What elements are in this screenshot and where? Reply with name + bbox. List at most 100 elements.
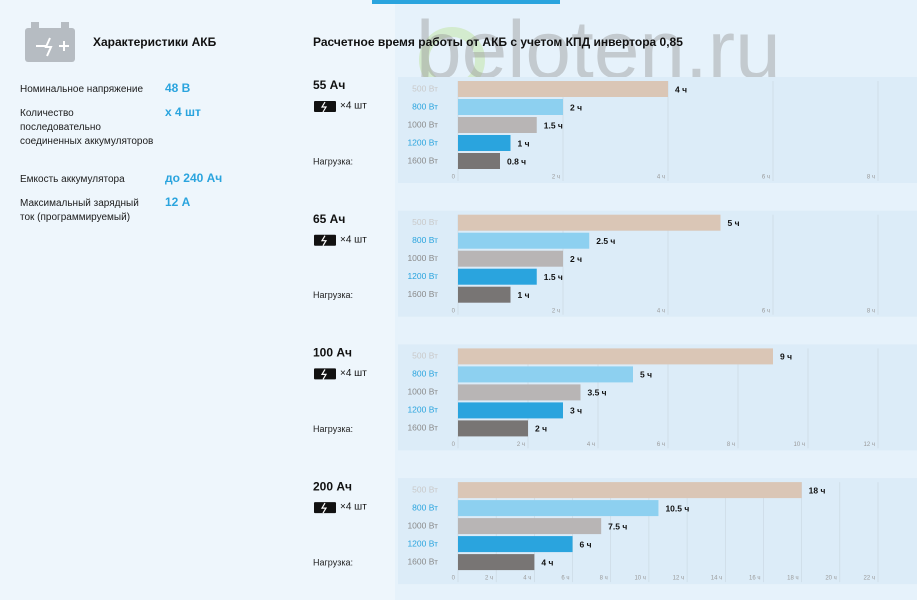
bar: [458, 366, 633, 383]
value-label: 6 ч: [580, 539, 592, 549]
x-tick-label: 2 ч: [485, 576, 493, 582]
x-tick-label: 8 ч: [867, 308, 875, 314]
bar: [458, 214, 721, 231]
charts-title: Расчетное время работы от АКБ с учетом К…: [313, 35, 683, 49]
top-accent: [372, 0, 560, 4]
bar: [458, 135, 511, 151]
x-tick-label: 8 ч: [727, 442, 735, 448]
battery-icon-bolt: [320, 369, 328, 380]
battery-icon-bolt: [320, 101, 328, 113]
value-label: 1.5 ч: [544, 272, 563, 282]
category-label: 1000 Вт: [407, 387, 438, 397]
bar: [458, 81, 668, 97]
value-label: 10.5 ч: [665, 503, 689, 513]
x-tick-label: 4 ч: [657, 175, 665, 181]
x-tick-label: 16 ч: [749, 576, 760, 582]
value-label: 7.5 ч: [608, 521, 627, 531]
value-label: 3 ч: [570, 406, 582, 416]
value-label: 5 ч: [640, 370, 652, 380]
x-tick-label: 4 ч: [657, 308, 665, 314]
value-label: 1 ч: [518, 138, 530, 148]
chart-title: 65 Ач: [313, 212, 345, 226]
category-label: 1200 Вт: [407, 538, 438, 548]
spec-label: Максимальный зарядный ток (программируем…: [20, 198, 139, 223]
spec-label: Номинальное напряжение: [20, 84, 144, 95]
value-label: 2 ч: [570, 254, 582, 264]
category-label: 1600 Вт: [407, 423, 438, 433]
battery-count: ×4 шт: [340, 234, 367, 245]
bar: [458, 518, 602, 535]
chart-title: 100 Ач: [313, 346, 352, 360]
value-label: 2.5 ч: [596, 236, 615, 246]
x-tick-label: 4 ч: [587, 442, 595, 448]
category-label: 1600 Вт: [407, 155, 438, 165]
category-label: 1000 Вт: [407, 253, 438, 263]
bar: [458, 402, 563, 419]
category-label: 500 Вт: [412, 484, 438, 494]
bar: [458, 286, 511, 303]
battery-count: ×4 шт: [340, 368, 367, 379]
chart-title: 55 Ач: [313, 78, 345, 92]
value-label: 4 ч: [541, 557, 553, 567]
spec-label: Емкость аккумулятора: [20, 174, 125, 185]
value-label: 4 ч: [675, 84, 687, 94]
chart-title: 200 Ач: [313, 479, 352, 493]
value-label: 3.5 ч: [588, 388, 607, 398]
spec-value: до 240 Ач: [165, 171, 223, 185]
spec-value: 48 В: [165, 81, 191, 95]
battery-count: ×4 шт: [340, 101, 367, 112]
bar: [458, 500, 659, 517]
x-tick-label: 10 ч: [794, 442, 805, 448]
category-label: 800 Вт: [412, 369, 438, 379]
value-label: 9 ч: [780, 352, 792, 362]
category-label: 1600 Вт: [407, 289, 438, 299]
x-tick-label: 0: [452, 442, 456, 448]
value-label: 5 ч: [728, 218, 740, 228]
battery-icon-bolt: [320, 235, 328, 247]
load-label: Нагрузка:: [313, 424, 353, 434]
x-tick-label: 0: [452, 308, 456, 314]
category-label: 1000 Вт: [407, 119, 438, 129]
battery-icon-bolt: [320, 502, 328, 514]
value-label: 1.5 ч: [544, 120, 563, 130]
x-tick-label: 8 ч: [600, 576, 608, 582]
spec-value: x 4 шт: [165, 105, 201, 119]
x-tick-label: 6 ч: [762, 308, 770, 314]
x-tick-label: 6 ч: [657, 442, 665, 448]
x-tick-label: 12 ч: [864, 442, 875, 448]
load-label: Нагрузка:: [313, 557, 353, 567]
battery-icon: [25, 22, 75, 62]
category-label: 1200 Вт: [407, 271, 438, 281]
category-label: 800 Вт: [412, 502, 438, 512]
x-tick-label: 22 ч: [864, 576, 875, 582]
x-tick-label: 4 ч: [523, 576, 531, 582]
category-label: 1000 Вт: [407, 520, 438, 530]
x-tick-label: 6 ч: [762, 175, 770, 181]
x-tick-label: 14 ч: [711, 576, 722, 582]
category-label: 500 Вт: [412, 351, 438, 361]
bar: [458, 420, 528, 437]
value-label: 2 ч: [535, 424, 547, 434]
x-tick-label: 2 ч: [552, 175, 560, 181]
x-tick-label: 6 ч: [561, 576, 569, 582]
bar: [458, 384, 581, 401]
bar: [458, 554, 535, 571]
x-tick-label: 0: [452, 576, 456, 582]
battery-count: ×4 шт: [340, 502, 367, 513]
bar: [458, 232, 590, 249]
x-tick-label: 0: [452, 175, 456, 181]
specs-title: Характеристики АКБ: [93, 35, 217, 49]
value-label: 18 ч: [809, 485, 826, 495]
category-label: 1200 Вт: [407, 405, 438, 415]
bar: [458, 117, 537, 133]
bar: [458, 536, 573, 553]
bar: [458, 153, 500, 169]
x-tick-label: 2 ч: [517, 442, 525, 448]
x-tick-label: 8 ч: [867, 175, 875, 181]
bar: [458, 99, 563, 115]
x-tick-label: 12 ч: [673, 576, 684, 582]
load-label: Нагрузка:: [313, 156, 353, 166]
value-label: 1 ч: [518, 290, 530, 300]
bar: [458, 348, 773, 365]
